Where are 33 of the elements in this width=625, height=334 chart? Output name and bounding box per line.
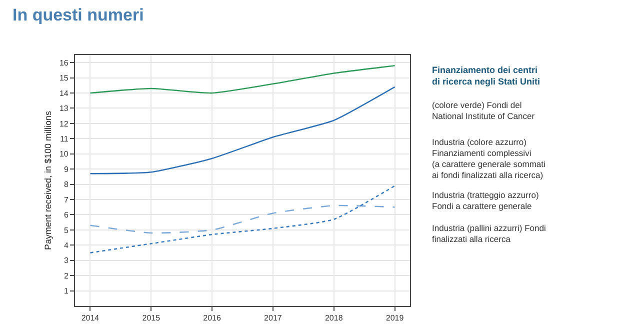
y-tick-label: 13 xyxy=(59,104,69,114)
x-tick-label: 2018 xyxy=(324,314,344,323)
text: Finanziamento dei centri di ricerca negli Stati Uniti xyxy=(432,65,540,87)
y-tick-label: 15 xyxy=(59,74,69,83)
x-tick-label: 2014 xyxy=(81,314,100,323)
y-axis-title: Payment received, in $100 millions xyxy=(42,110,53,250)
y-tick-label: 10 xyxy=(59,150,69,159)
chart-title: In questi numeri xyxy=(12,5,144,24)
line-series xyxy=(90,204,396,234)
y-tick-label: 4 xyxy=(64,240,69,250)
line-series xyxy=(90,185,396,254)
y-tick-label: 16 xyxy=(59,58,69,68)
text: Industria (colore azzurro) Finanziamenti complessivi (a carattere generale sommati ai fondi finalizzati alla ricerca) xyxy=(432,137,546,180)
x-tick-label: 2015 xyxy=(142,314,161,323)
text: Industria (pallini azzurri) Fondi finalizzati alla ricerca xyxy=(432,223,546,244)
y-tick-label: 2 xyxy=(64,271,69,280)
line-series xyxy=(90,86,396,174)
y-tick-label: 12 xyxy=(59,119,69,128)
y-tick-label: 14 xyxy=(59,88,69,98)
x-tick-label: 2016 xyxy=(203,314,222,323)
text: (colore verde) Fondi del National Institute of Cancer xyxy=(432,100,535,122)
y-tick-label: 3 xyxy=(64,256,69,266)
x-tick-label: 2017 xyxy=(264,314,282,323)
text: Industria (tratteggio azzurro) Fondi a carattere generale xyxy=(432,190,539,212)
line-series xyxy=(90,65,396,94)
y-tick-label: 5 xyxy=(64,226,69,235)
y-tick-label: 1 xyxy=(64,286,69,296)
x-tick-label: 2019 xyxy=(386,314,404,323)
y-tick-label: 9 xyxy=(64,164,69,174)
y-tick-label: 11 xyxy=(60,134,69,144)
y-tick-label: 7 xyxy=(64,195,69,204)
y-tick-label: 6 xyxy=(64,210,69,220)
y-tick-label: 8 xyxy=(64,180,69,190)
